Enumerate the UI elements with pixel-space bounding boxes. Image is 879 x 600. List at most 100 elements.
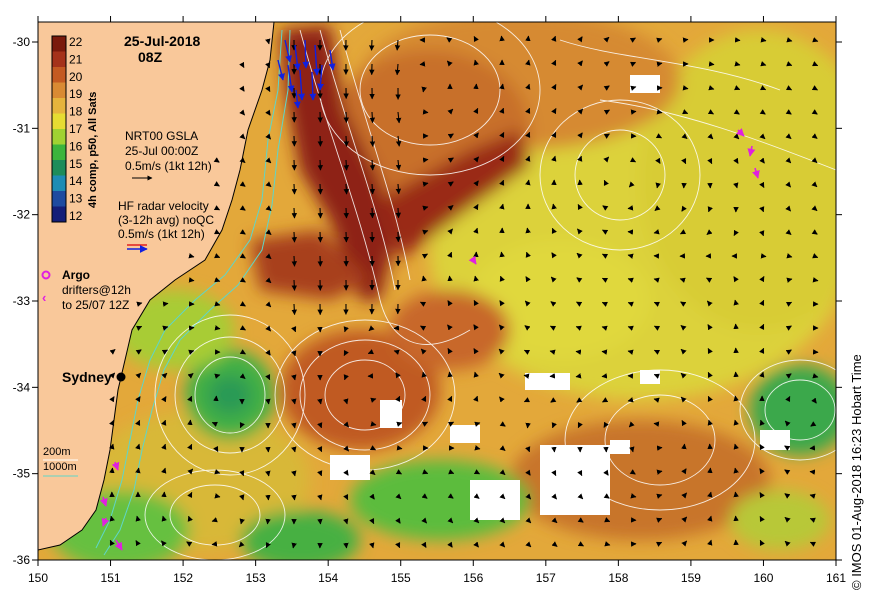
velocity-arrow xyxy=(265,398,271,405)
velocity-arrow xyxy=(369,542,375,549)
velocity-arrow xyxy=(369,183,376,195)
velocity-arrow xyxy=(551,469,557,477)
velocity-arrow xyxy=(188,349,195,355)
velocity-arrow xyxy=(473,299,479,307)
velocity-arrow xyxy=(809,541,817,547)
velocity-arrow xyxy=(473,469,480,475)
velocity-arrow xyxy=(473,132,479,139)
velocity-arrow xyxy=(447,205,454,211)
y-tick-label: -30 xyxy=(13,35,31,49)
velocity-arrow xyxy=(525,469,531,476)
y-tick-label: -33 xyxy=(13,294,31,308)
velocity-arrow xyxy=(680,348,687,355)
sydney-marker xyxy=(116,372,126,382)
velocity-arrow xyxy=(265,229,272,235)
velocity-arrow xyxy=(393,349,400,355)
velocity-arrow xyxy=(422,205,429,211)
velocity-arrow xyxy=(447,157,454,163)
velocity-arrow xyxy=(575,349,582,355)
velocity-arrow xyxy=(265,277,272,284)
velocity-arrow xyxy=(811,397,817,404)
velocity-arrow xyxy=(421,253,428,259)
velocity-arrow xyxy=(786,277,793,283)
velocity-arrow xyxy=(239,85,245,92)
velocity-arrow xyxy=(809,493,816,499)
velocity-arrow xyxy=(549,349,556,355)
velocity-arrow xyxy=(551,59,557,67)
velocity-arrow xyxy=(653,325,661,331)
colorbar-tick: 17 xyxy=(69,122,83,136)
velocity-arrow xyxy=(603,421,609,428)
velocity-arrow xyxy=(653,421,660,427)
velocity-arrow xyxy=(265,133,272,140)
velocity-arrow xyxy=(291,207,298,219)
velocity-arrow xyxy=(265,205,272,211)
velocity-arrow xyxy=(812,277,819,283)
velocity-arrow xyxy=(785,205,791,212)
plot-frame xyxy=(37,21,837,561)
velocity-arrow xyxy=(448,469,455,475)
velocity-arrow xyxy=(784,445,791,451)
velocity-arrow xyxy=(759,371,765,378)
velocity-arrow xyxy=(447,275,453,282)
velocity-arrow xyxy=(161,419,167,426)
velocity-arrow xyxy=(161,515,167,522)
velocity-arrow xyxy=(655,157,661,164)
x-tick-label: 156 xyxy=(463,571,483,585)
velocity-arrow xyxy=(706,277,713,283)
velocity-arrow xyxy=(811,229,818,235)
x-tick-label: 155 xyxy=(391,571,411,585)
velocity-arrow xyxy=(186,541,193,547)
velocity-arrow xyxy=(499,107,505,114)
velocity-arrow xyxy=(681,468,687,475)
velocity-arrow xyxy=(447,541,453,548)
velocity-arrow xyxy=(577,108,584,115)
velocity-arrow xyxy=(291,374,297,381)
velocity-arrow xyxy=(525,517,532,524)
velocity-arrow xyxy=(446,60,453,67)
gsla-legend: NRT00 GSLA 25-Jul 00:00Z 0.5m/s (1kt 12h… xyxy=(125,129,212,181)
velocity-arrow xyxy=(343,207,350,219)
velocity-arrow xyxy=(238,541,245,548)
velocity-arrow xyxy=(551,517,558,524)
velocity-arrow xyxy=(239,422,245,429)
colorbar-swatch xyxy=(52,51,66,68)
velocity-arrow xyxy=(706,229,713,235)
velocity-arrow xyxy=(499,35,505,42)
velocity-arrow xyxy=(213,157,220,163)
velocity-arrow xyxy=(653,229,660,235)
velocity-arrow xyxy=(656,469,663,475)
velocity-arrow xyxy=(785,133,792,140)
velocity-arrow xyxy=(421,517,428,524)
velocity-arrow xyxy=(811,85,818,91)
velocity-arrow xyxy=(498,324,505,331)
velocity-arrow xyxy=(317,445,323,453)
sst-field xyxy=(38,22,836,560)
drifter-tracks xyxy=(99,128,760,551)
velocity-arrow xyxy=(809,517,816,523)
velocity-arrow xyxy=(656,61,663,67)
velocity-arrow xyxy=(707,395,713,402)
hf-radar-arrows xyxy=(277,39,336,109)
velocity-arrow xyxy=(551,84,557,91)
velocity-arrow xyxy=(473,180,479,187)
velocity-arrow xyxy=(136,301,143,307)
velocity-arrow xyxy=(421,275,427,282)
velocity-arrow xyxy=(135,515,141,522)
velocity-arrow xyxy=(473,395,479,402)
velocity-arrow xyxy=(214,277,221,283)
velocity-arrow xyxy=(499,517,506,524)
velocity-arrow xyxy=(603,469,609,476)
velocity-arrow xyxy=(473,541,479,548)
velocity-arrow xyxy=(575,325,582,331)
velocity-arrow xyxy=(551,422,557,429)
velocity-arrow xyxy=(499,251,505,258)
colorbar-tick: 21 xyxy=(69,52,83,66)
velocity-arrow xyxy=(653,301,660,307)
velocity-arrow xyxy=(812,253,819,259)
velocity-arrow xyxy=(785,85,793,91)
y-tick-label: -32 xyxy=(13,208,31,222)
velocity-arrow xyxy=(317,159,324,171)
velocity-arrow xyxy=(343,469,349,476)
velocity-arrow xyxy=(759,276,765,283)
